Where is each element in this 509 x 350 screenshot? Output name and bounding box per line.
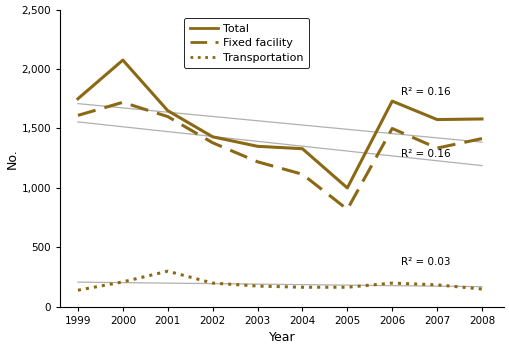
Text: R² = 0.16: R² = 0.16 xyxy=(401,87,450,97)
X-axis label: Year: Year xyxy=(268,331,295,344)
Legend: Total, Fixed facility, Transportation: Total, Fixed facility, Transportation xyxy=(184,18,308,68)
Text: R² = 0.03: R² = 0.03 xyxy=(401,257,450,267)
Text: R² = 0.16: R² = 0.16 xyxy=(401,149,450,159)
Y-axis label: No.: No. xyxy=(6,148,18,169)
